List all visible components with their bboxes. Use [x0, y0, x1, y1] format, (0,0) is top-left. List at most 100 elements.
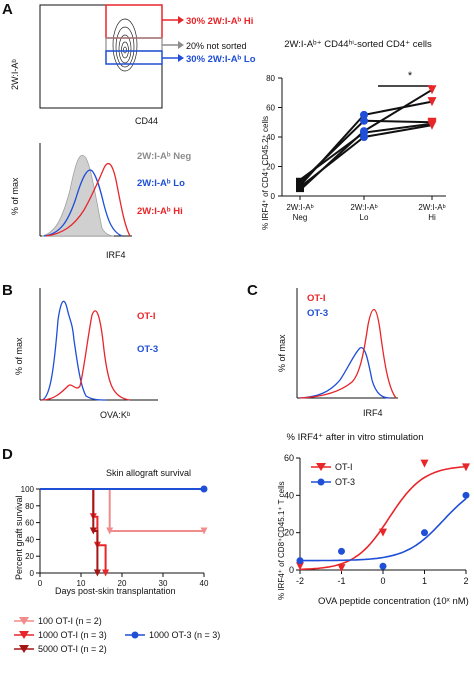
chart-a-point-lo — [360, 116, 368, 125]
chart-d-event-marker — [106, 527, 114, 535]
graft-survival-chart: Skin allograft survival Percent graft su… — [14, 468, 209, 596]
hist-b-ylabel: % of max — [14, 337, 24, 375]
chart-d-event-marker — [200, 527, 208, 535]
chart-a-ylabel: % IRF4⁺ of CD4⁺ CD45.2⁺ cells — [261, 116, 270, 230]
chart-c-ylabel: % IRF4⁺ of CD8⁺CD45.1⁺ T cells — [277, 481, 286, 600]
hist-a-legend-neg: 2W:I-Aᵇ Neg — [137, 151, 191, 162]
chart-c-point-ot-i — [420, 459, 429, 468]
chart-a-title: 2W:I-Aᵇ⁺ CD44ʰⁱ-sorted CD4⁺ cells — [284, 39, 432, 50]
hist-c-legend-ot1: OT-I — [307, 293, 325, 304]
dose-response-chart: % IRF4⁺ after in vitro stimulation % IRF… — [277, 432, 470, 607]
chart-a-ytick-label: 20 — [266, 163, 275, 172]
chart-c-xtick-label: 1 — [422, 576, 427, 586]
legend-d-5000-ot1: 5000 OT-I (n = 2) — [38, 644, 107, 654]
chart-a-xtick-label: 2W:I-Aᵇ — [350, 203, 377, 212]
chart-d-xtick-label: 40 — [200, 579, 209, 588]
chart-a-ytick-label: 60 — [266, 104, 275, 113]
chart-c-legend-ot1: OT-I — [335, 462, 353, 472]
gate-mid-label: 20% not sorted — [186, 41, 247, 51]
chart-a-ytick-label: 0 — [271, 192, 276, 201]
chart-a-point-hi — [427, 97, 437, 107]
chart-c-point-ot-i — [337, 564, 346, 573]
hist-c-xlabel: IRF4 — [363, 408, 383, 418]
hist-hi-line — [45, 162, 131, 237]
legend-triangle-marker — [316, 463, 326, 471]
chart-d-xtick-label: 30 — [159, 579, 168, 588]
chart-d-series-line — [40, 488, 99, 573]
chart-d-event-marker — [102, 569, 110, 577]
chart-d-ytick-label: 100 — [21, 485, 35, 494]
hist-neg-fill — [41, 155, 115, 237]
hist-lo-line — [43, 169, 123, 237]
hist-a-legend-lo: 2W:I-Aᵇ Lo — [137, 178, 185, 189]
chart-d-ytick-label: 80 — [25, 502, 34, 511]
chart-c-xlabel: OVA peptide concentration (10ˣ nM) — [318, 596, 469, 607]
hist-b-ot3-line — [41, 300, 107, 401]
hist-b-ot1-line — [41, 310, 131, 401]
chart-a-point-neg — [296, 188, 304, 193]
chart-d-endpoint — [200, 485, 208, 493]
hist-plot-c: % of max IRF4 OT-I OT-3 — [277, 288, 398, 418]
hist-a-legend-hi: 2W:I-Aᵇ Hi — [137, 206, 183, 217]
chart-d-legend: 100 OT-I (n = 2) 1000 OT-I (n = 3) 5000 … — [14, 616, 220, 654]
hist-b-legend-ot1: OT-I — [137, 311, 155, 322]
chart-c-xtick-label: -1 — [337, 576, 345, 586]
irf4-sorted-chart: 2W:I-Aᵇ⁺ CD44ʰⁱ-sorted CD4⁺ cells % IRF4… — [261, 39, 446, 230]
chart-c-legend: OT-I OT-3 — [311, 462, 355, 487]
flow-xlabel: CD44 — [135, 116, 158, 126]
arrowhead-hi — [178, 16, 184, 24]
chart-c-point-ot-3 — [462, 491, 470, 499]
chart-a-xtick-label: Hi — [428, 213, 436, 222]
chart-d-series-line — [40, 488, 204, 532]
chart-c-xtick-label: -2 — [296, 576, 304, 586]
chart-d-xtick-label: 10 — [77, 579, 86, 588]
chart-a-point-lo — [360, 133, 368, 141]
legend-d-1000-ot3: 1000 OT-3 (n = 3) — [149, 630, 220, 640]
chart-a-point-hi — [427, 120, 437, 130]
chart-d-title: Skin allograft survival — [106, 468, 191, 478]
chart-d-ylabel: Percent graft survival — [14, 495, 24, 580]
chart-a-point-lo — [360, 110, 368, 119]
chart-c-point-ot-i — [296, 562, 304, 571]
legend-circle-marker — [317, 478, 325, 486]
chart-c-xtick-label: 2 — [463, 576, 468, 586]
chart-d-xtick-label: 0 — [38, 579, 43, 588]
chart-a-point-hi — [427, 85, 437, 95]
flow-frame — [39, 4, 163, 109]
hist-a-ylabel: % of max — [10, 177, 20, 215]
chart-a-point-neg — [296, 185, 304, 190]
panel-label-d: D — [2, 446, 13, 463]
chart-a-point-neg — [296, 180, 304, 185]
chart-d-xlabel: Days post-skin transplantation — [55, 586, 176, 596]
chart-c-point-ot-3 — [379, 562, 387, 570]
legend-d-1000-ot1: 1000 OT-I (n = 3) — [38, 630, 107, 640]
hist-a-xlabel: IRF4 — [106, 250, 126, 260]
hist-b-legend-ot3: OT-3 — [137, 344, 158, 355]
chart-d-event-marker — [89, 527, 97, 535]
flow-ylabel: 2W:I-Aᵇ — [10, 59, 20, 90]
panel-label-a: A — [2, 1, 13, 18]
chart-a-xtick-label: Neg — [293, 213, 308, 222]
chart-c-fit-ot1 — [299, 465, 467, 571]
chart-c-legend-ot3: OT-3 — [335, 477, 355, 487]
chart-a-xtick-label: 2W:I-Aᵇ — [286, 203, 313, 212]
chart-d-ytick-label: 40 — [25, 535, 34, 544]
chart-c-title: % IRF4⁺ after in vitro stimulation — [286, 432, 423, 443]
panel-label-c: C — [247, 282, 258, 299]
chart-d-ytick-label: 20 — [25, 552, 34, 561]
chart-d-event-marker — [93, 569, 101, 577]
hist-c-ot1-line — [299, 308, 397, 399]
hist-c-ylabel: % of max — [277, 334, 287, 372]
chart-c-point-ot-i — [462, 463, 470, 472]
chart-a-xtick-label: 2W:I-Aᵇ — [418, 203, 445, 212]
chart-c-point-ot-3 — [338, 547, 345, 555]
chart-d-ytick-label: 60 — [25, 519, 34, 528]
significance-star: * — [408, 70, 413, 82]
chart-a-xtick-label: Lo — [360, 213, 369, 222]
chart-c-fit-ot3 — [300, 498, 467, 562]
legend-d-100-ot1: 100 OT-I (n = 2) — [38, 616, 102, 626]
chart-d-ytick-label: 0 — [30, 569, 35, 578]
chart-c-ytick-label: 40 — [284, 490, 294, 500]
chart-a-ytick-label: 40 — [266, 133, 275, 142]
